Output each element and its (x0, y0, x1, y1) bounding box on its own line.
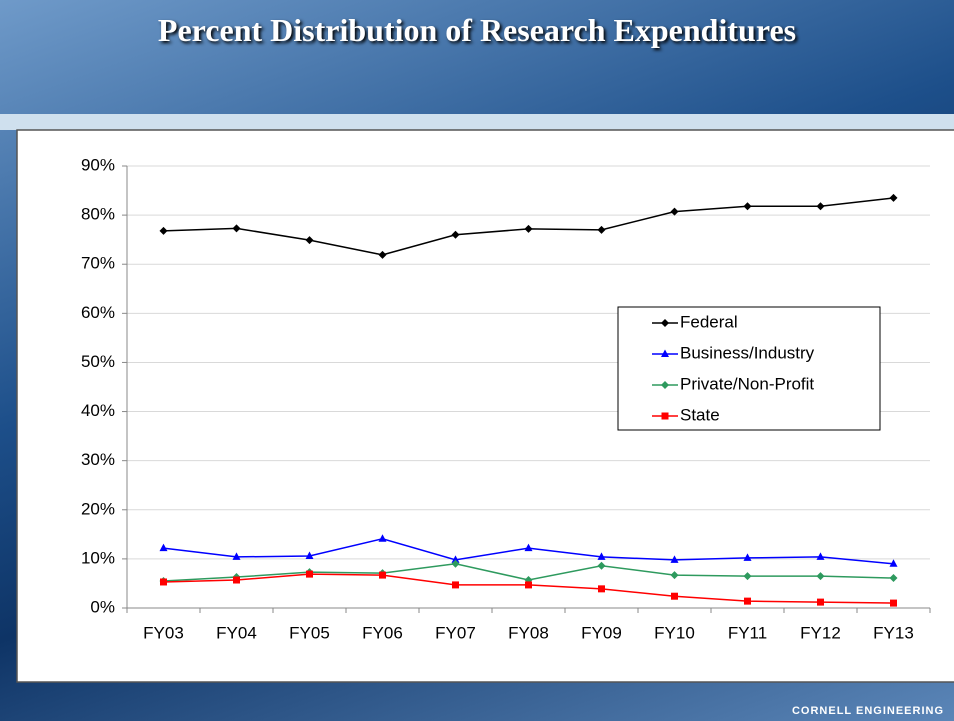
y-tick-label: 20% (81, 499, 115, 518)
marker (232, 552, 241, 560)
x-tick-label: FY04 (216, 623, 257, 642)
marker (524, 224, 533, 233)
marker (744, 597, 751, 605)
y-tick-label: 40% (81, 401, 115, 420)
x-tick-label: FY12 (800, 623, 841, 642)
marker (889, 193, 898, 202)
marker (889, 574, 898, 583)
marker (817, 598, 824, 606)
marker (451, 559, 460, 568)
marker (378, 534, 387, 542)
marker (232, 224, 241, 233)
x-tick-label: FY10 (654, 623, 695, 642)
marker (671, 592, 678, 600)
y-tick-label: 10% (81, 548, 115, 567)
marker (816, 552, 825, 560)
marker (233, 576, 240, 584)
y-tick-label: 50% (81, 352, 115, 371)
marker (597, 561, 606, 570)
x-tick-label: FY11 (728, 623, 767, 642)
marker (670, 571, 679, 580)
marker (159, 543, 168, 552)
marker (743, 553, 752, 561)
y-tick-label: 0% (90, 597, 115, 616)
x-tick-label: FY13 (873, 623, 914, 642)
y-tick-label: 70% (81, 254, 115, 273)
legend-label: State (680, 405, 720, 424)
x-tick-label: FY07 (435, 623, 476, 642)
marker (661, 349, 669, 357)
y-tick-label: 30% (81, 450, 115, 469)
marker (743, 202, 752, 211)
marker (305, 236, 314, 245)
marker (598, 585, 605, 593)
marker (890, 599, 897, 607)
marker (816, 572, 825, 581)
marker (597, 225, 606, 234)
marker (661, 319, 669, 327)
legend-label: Business/Industry (680, 343, 815, 362)
marker (305, 551, 314, 559)
marker (743, 572, 752, 581)
x-tick-label: FY05 (289, 623, 330, 642)
legend-label: Federal (680, 312, 738, 331)
marker (597, 552, 606, 560)
marker (451, 230, 460, 239)
x-tick-label: FY06 (362, 623, 403, 642)
x-tick-label: FY03 (143, 623, 184, 642)
marker (661, 381, 669, 389)
marker (889, 559, 898, 567)
marker (379, 571, 386, 579)
y-tick-label: 90% (81, 155, 115, 174)
legend-label: Private/Non-Profit (680, 374, 814, 393)
marker (306, 570, 313, 578)
marker (816, 202, 825, 211)
chart-title: Percent Distribution of Research Expendi… (157, 12, 797, 48)
marker (524, 543, 533, 552)
marker (525, 581, 532, 589)
band (0, 114, 954, 130)
x-tick-label: FY08 (508, 623, 549, 642)
marker (159, 226, 168, 235)
marker (451, 555, 460, 563)
marker (670, 207, 679, 216)
legend-box (617, 306, 881, 431)
footer: CORNELL ENGINEERING (791, 705, 944, 717)
y-tick-label: 60% (81, 303, 115, 322)
marker (378, 250, 387, 259)
marker (452, 581, 459, 589)
marker (661, 412, 669, 420)
x-tick-label: FY09 (581, 623, 622, 642)
marker (160, 578, 167, 586)
y-tick-label: 80% (81, 205, 115, 224)
marker (670, 555, 679, 563)
